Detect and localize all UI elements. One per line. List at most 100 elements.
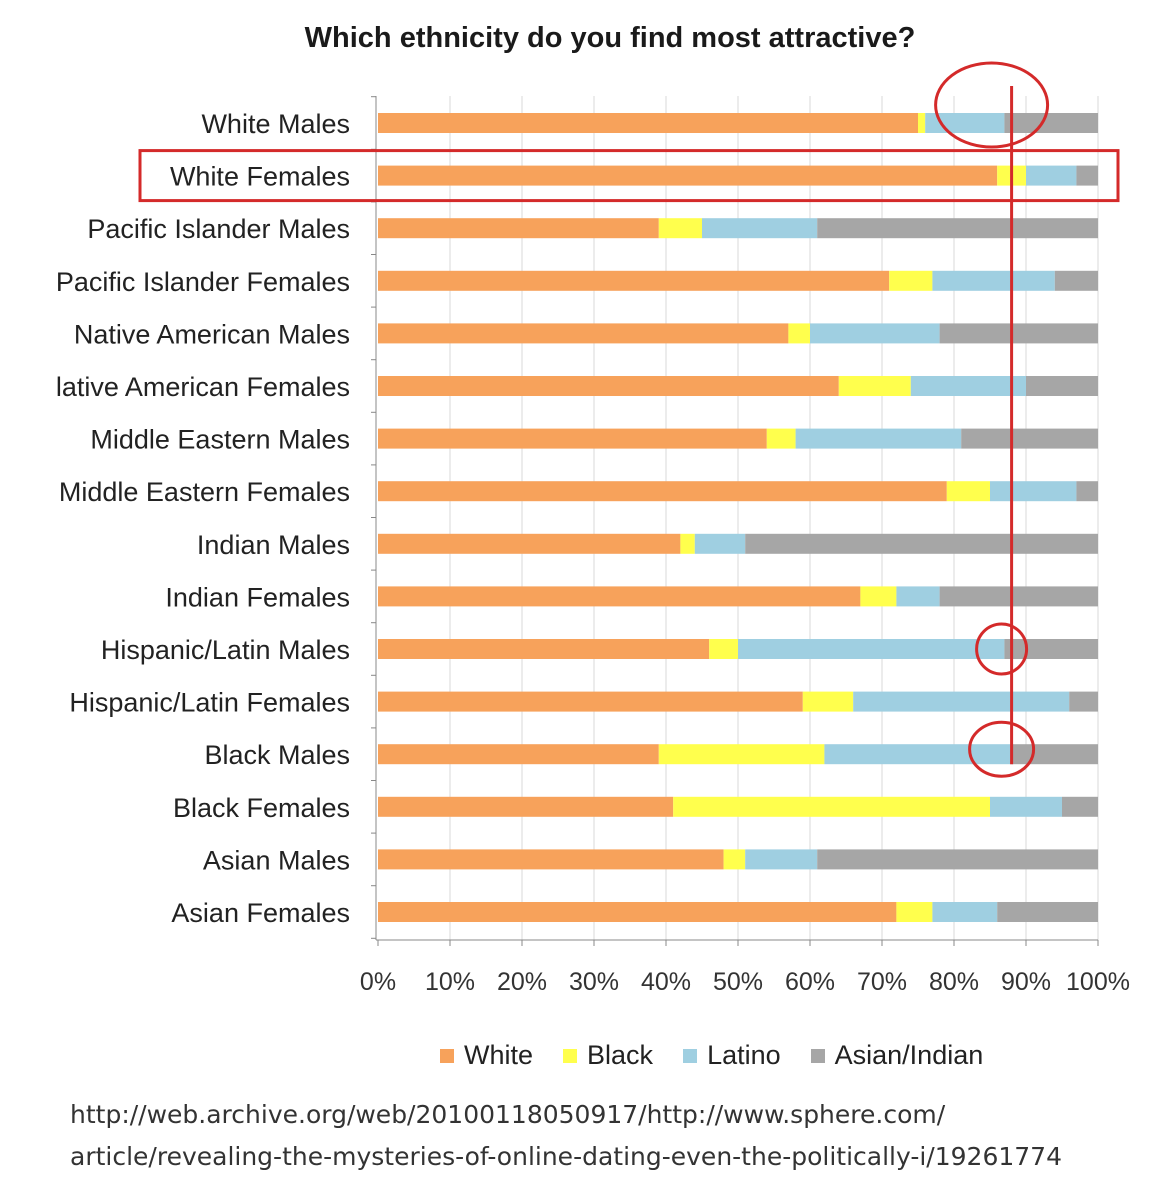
bar-segment-latino xyxy=(932,270,1055,291)
bar-segment-latino xyxy=(738,639,1005,659)
category-label: Middle Eastern Males xyxy=(90,425,350,455)
category-label: Middle Eastern Females xyxy=(59,477,350,507)
bar-segment-asian-indian xyxy=(939,586,1098,607)
category-label: Black Males xyxy=(204,740,350,770)
legend-label: Latino xyxy=(707,1040,781,1070)
category-label: Indian Males xyxy=(197,530,350,560)
x-tick-label: 40% xyxy=(641,968,691,996)
legend-label: Asian/Indian xyxy=(834,1040,984,1070)
category-label: Asian Females xyxy=(171,898,350,928)
category-labels: White Males White Females Pacific Islander… xyxy=(56,109,350,928)
bar-segment-latino xyxy=(824,744,1012,765)
bar-segment-latino xyxy=(932,902,998,922)
bar-segment-white xyxy=(378,902,897,922)
annotations xyxy=(138,61,1120,778)
bar-segment-white xyxy=(378,218,659,239)
bar-segment-latino xyxy=(795,428,962,449)
bar-segment-black xyxy=(709,639,738,659)
bar-segment-asian-indian xyxy=(1076,165,1098,186)
bar-segment-latino xyxy=(702,218,818,239)
bar-segment-asian-indian xyxy=(1054,270,1098,291)
bar-segment-white xyxy=(378,796,674,817)
legend-swatch xyxy=(683,1048,698,1063)
bar-segment-black xyxy=(946,481,990,502)
category-label: Black Females xyxy=(173,793,350,823)
x-tick-label: 10% xyxy=(425,968,475,996)
bar-segment-white xyxy=(378,165,998,186)
bar-segment-black xyxy=(766,428,796,449)
category-label: Asian Males xyxy=(203,845,350,875)
bar-segment-asian-indian xyxy=(817,218,1098,239)
bar-segment-black xyxy=(673,796,990,817)
bar-segment-asian-indian xyxy=(1011,744,1098,765)
legend-swatch xyxy=(810,1048,825,1063)
source-line-1: http://web.archive.org/web/2010011805091… xyxy=(70,1100,946,1129)
chart-title: Which ethnicity do you find most attract… xyxy=(304,22,916,54)
bar-segment-white xyxy=(378,270,890,291)
bar-segment-latino xyxy=(896,586,940,607)
source-line-2: article/revealing-the-mysteries-of-onlin… xyxy=(70,1142,1062,1171)
bar-segment-latino xyxy=(810,323,940,344)
legend-label: White xyxy=(464,1040,534,1070)
x-tick-label: 90% xyxy=(1001,968,1051,996)
bar-segment-asian-indian xyxy=(961,428,1098,449)
bar-segment-black xyxy=(723,849,746,870)
bar-segment-asian-indian xyxy=(1004,639,1098,659)
bar-segment-asian-indian xyxy=(1062,796,1098,817)
bar-segment-latino xyxy=(694,533,746,554)
bar-segment-white xyxy=(378,376,839,396)
category-label: White Females xyxy=(170,162,350,192)
category-label: Pacific Islander Females xyxy=(56,267,350,297)
bar-segment-asian-indian xyxy=(817,849,1098,870)
bar-segment-latino xyxy=(910,376,1026,396)
bar-segment-latino xyxy=(745,849,818,870)
category-label: White Males xyxy=(201,109,350,139)
bar-segment-white xyxy=(378,428,767,449)
x-tick-label: 70% xyxy=(857,968,907,996)
bar-segment-black xyxy=(658,218,702,239)
legend: White Black Latino Asian/Indian xyxy=(440,1040,983,1071)
bar-segment-white xyxy=(378,744,659,765)
bar-segment-white xyxy=(378,849,724,870)
bar-segment-asian-indian xyxy=(745,533,1098,554)
legend-item: Black xyxy=(563,1040,653,1071)
x-tick-label: 20% xyxy=(497,968,547,996)
legend-item: Asian/Indian xyxy=(810,1040,984,1071)
annotation-circle xyxy=(975,622,1029,676)
bar-segment-black xyxy=(838,376,911,396)
legend-item: White xyxy=(440,1040,533,1071)
highlight-box xyxy=(138,149,1120,203)
bar-segment-asian-indian xyxy=(1026,376,1098,396)
source-citation: http://web.archive.org/web/2010011805091… xyxy=(70,1094,1062,1178)
x-tick-label: 100% xyxy=(1066,968,1130,996)
x-tick-label: 50% xyxy=(713,968,763,996)
x-tick-label: 0% xyxy=(360,968,396,996)
category-label: lative American Females xyxy=(56,372,350,402)
category-label: Hispanic/Latin Males xyxy=(101,635,350,665)
annotation-circle xyxy=(968,720,1036,778)
bar-segment-asian-indian xyxy=(1069,691,1098,712)
bar-segment-white xyxy=(378,113,918,133)
bar-segment-latino xyxy=(1026,165,1077,186)
bar-segment-white xyxy=(378,323,789,344)
bar-segment-asian-indian xyxy=(1004,113,1098,133)
bar-segment-black xyxy=(680,533,695,554)
bar-segment-white xyxy=(378,691,803,712)
bar-segment-black xyxy=(918,113,926,133)
annotation-circle xyxy=(934,61,1050,149)
x-tick-labels: 0% 10% 20% 30% 40% 50% 60% 70% 80% 90% 100% xyxy=(360,968,1130,996)
bar-segment-white xyxy=(378,481,947,502)
bar-segment-latino xyxy=(990,796,1062,817)
axes xyxy=(371,96,1099,946)
legend-item: Latino xyxy=(683,1040,781,1071)
bar-segment-black xyxy=(896,902,933,922)
legend-swatch xyxy=(440,1048,454,1063)
category-label: Hispanic/Latin Females xyxy=(69,688,350,718)
bar-segment-black xyxy=(658,744,825,765)
bar-segment-asian-indian xyxy=(939,323,1098,344)
bar-segment-asian-indian xyxy=(997,902,1098,922)
category-label: Native American Males xyxy=(74,319,350,349)
legend-label: Black xyxy=(587,1040,654,1070)
category-label: Pacific Islander Males xyxy=(87,214,350,244)
stacked-bar-chart: White Males White Females Pacific Islander… xyxy=(56,61,1130,996)
